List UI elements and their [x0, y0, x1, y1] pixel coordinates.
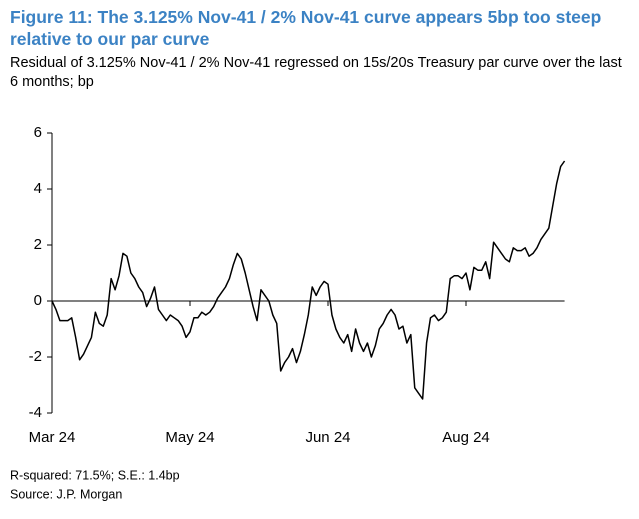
- chart-subtitle: Residual of 3.125% Nov-41 / 2% Nov-41 re…: [10, 55, 622, 90]
- y-tick-label: -4: [29, 404, 42, 421]
- y-tick-label: 6: [34, 124, 42, 141]
- x-tick-label: Aug 24: [442, 429, 490, 446]
- note: R-squared: 71.5%; S.E.: 1.4bp: [10, 468, 180, 482]
- y-tick-label: 4: [34, 180, 42, 197]
- x-tick-label: Jun 24: [305, 429, 350, 446]
- source: Source: J.P. Morgan: [10, 487, 122, 501]
- y-tick-label: 2: [34, 236, 42, 253]
- y-tick-label: -2: [29, 348, 42, 365]
- x-tick-label: May 24: [165, 429, 214, 446]
- x-tick-label: Mar 24: [29, 429, 76, 446]
- chart-title: Figure 11: The 3.125% Nov-41 / 2% Nov-41…: [10, 7, 602, 49]
- y-tick-label: 0: [34, 292, 42, 309]
- line: [51, 160, 566, 400]
